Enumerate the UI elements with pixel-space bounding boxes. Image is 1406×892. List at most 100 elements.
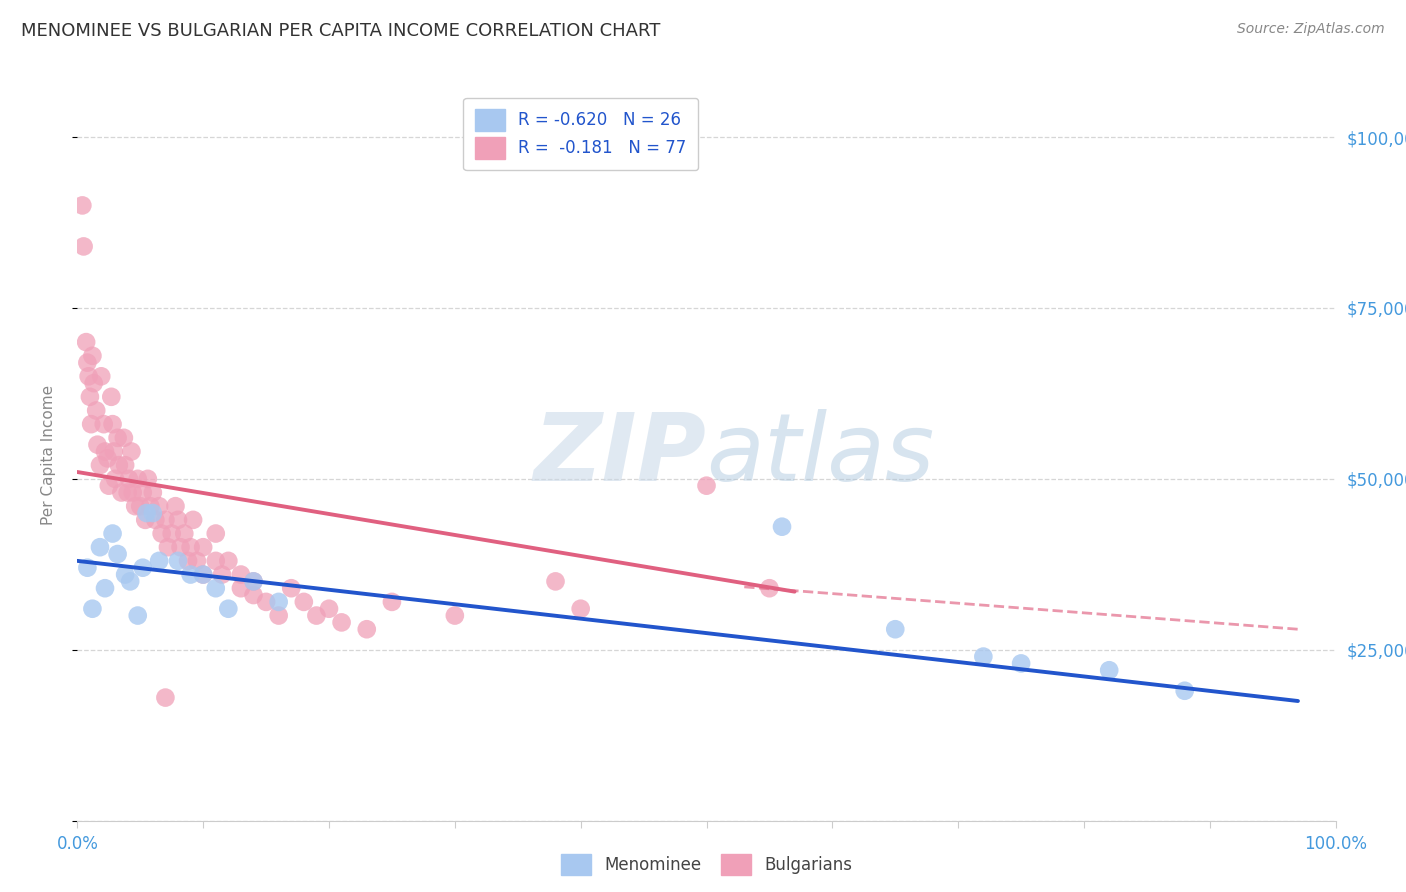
Text: atlas: atlas	[707, 409, 935, 500]
Point	[100, 390, 122, 404]
Point	[181, 513, 204, 527]
Point	[180, 540, 202, 554]
Point	[132, 485, 155, 500]
Point	[884, 622, 907, 636]
Point	[114, 458, 136, 472]
Point	[330, 615, 353, 630]
Point	[1174, 683, 1197, 698]
Point	[86, 438, 108, 452]
Point	[76, 356, 98, 370]
Point	[76, 560, 98, 574]
Point	[120, 574, 142, 589]
Y-axis label: Per Capita Income: Per Capita Income	[42, 384, 56, 525]
Point	[97, 478, 120, 492]
Point	[155, 513, 177, 527]
Text: ZIP: ZIP	[534, 409, 707, 501]
Point	[132, 560, 155, 574]
Point	[82, 601, 104, 615]
Point	[96, 451, 118, 466]
Point	[93, 417, 115, 432]
Point	[139, 499, 162, 513]
Legend: Menominee, Bulgarians: Menominee, Bulgarians	[554, 847, 859, 882]
Point	[177, 554, 200, 568]
Point	[191, 540, 215, 554]
Point	[90, 369, 112, 384]
Point	[107, 547, 129, 561]
Point	[84, 403, 107, 417]
Text: Source: ZipAtlas.com: Source: ZipAtlas.com	[1237, 22, 1385, 37]
Point	[191, 567, 215, 582]
Point	[121, 485, 143, 500]
Point	[101, 526, 124, 541]
Point	[267, 595, 290, 609]
Point	[107, 431, 129, 445]
Point	[569, 601, 592, 615]
Point	[112, 431, 135, 445]
Point	[173, 526, 195, 541]
Point	[191, 567, 215, 582]
Point	[94, 444, 117, 458]
Point	[124, 499, 146, 513]
Point	[94, 581, 117, 595]
Point	[142, 506, 165, 520]
Point	[136, 472, 159, 486]
Point	[77, 369, 100, 384]
Point	[80, 417, 103, 432]
Point	[217, 601, 239, 615]
Point	[242, 574, 264, 589]
Point	[229, 581, 252, 595]
Point	[972, 649, 994, 664]
Point	[229, 567, 252, 582]
Point	[148, 554, 170, 568]
Point	[242, 574, 264, 589]
Point	[254, 595, 277, 609]
Point	[160, 526, 183, 541]
Point	[120, 444, 142, 458]
Point	[1010, 657, 1032, 671]
Point	[135, 506, 157, 520]
Point	[72, 198, 94, 212]
Point	[143, 513, 166, 527]
Point	[129, 499, 152, 513]
Point	[156, 540, 179, 554]
Point	[104, 472, 127, 486]
Point	[117, 485, 139, 500]
Point	[167, 554, 190, 568]
Point	[305, 608, 328, 623]
Point	[72, 239, 94, 253]
Point	[180, 567, 202, 582]
Point	[150, 526, 173, 541]
Point	[292, 595, 315, 609]
Point	[167, 513, 190, 527]
Point	[544, 574, 567, 589]
Point	[211, 567, 233, 582]
Point	[318, 601, 340, 615]
Point	[89, 540, 111, 554]
Point	[89, 458, 111, 472]
Point	[155, 690, 177, 705]
Point	[148, 499, 170, 513]
Text: MENOMINEE VS BULGARIAN PER CAPITA INCOME CORRELATION CHART: MENOMINEE VS BULGARIAN PER CAPITA INCOME…	[21, 22, 661, 40]
Point	[204, 526, 226, 541]
Point	[204, 581, 226, 595]
Point	[114, 567, 136, 582]
Point	[75, 335, 97, 350]
Point	[108, 458, 131, 472]
Point	[204, 554, 226, 568]
Point	[356, 622, 378, 636]
Point	[118, 472, 141, 486]
Point	[142, 485, 165, 500]
Point	[758, 581, 780, 595]
Point	[186, 554, 208, 568]
Point	[696, 478, 718, 492]
Point	[82, 349, 104, 363]
Point	[444, 608, 467, 623]
Point	[280, 581, 302, 595]
Point	[169, 540, 191, 554]
Point	[79, 390, 101, 404]
Point	[103, 444, 125, 458]
Point	[267, 608, 290, 623]
Point	[165, 499, 187, 513]
Point	[134, 513, 156, 527]
Point	[110, 485, 132, 500]
